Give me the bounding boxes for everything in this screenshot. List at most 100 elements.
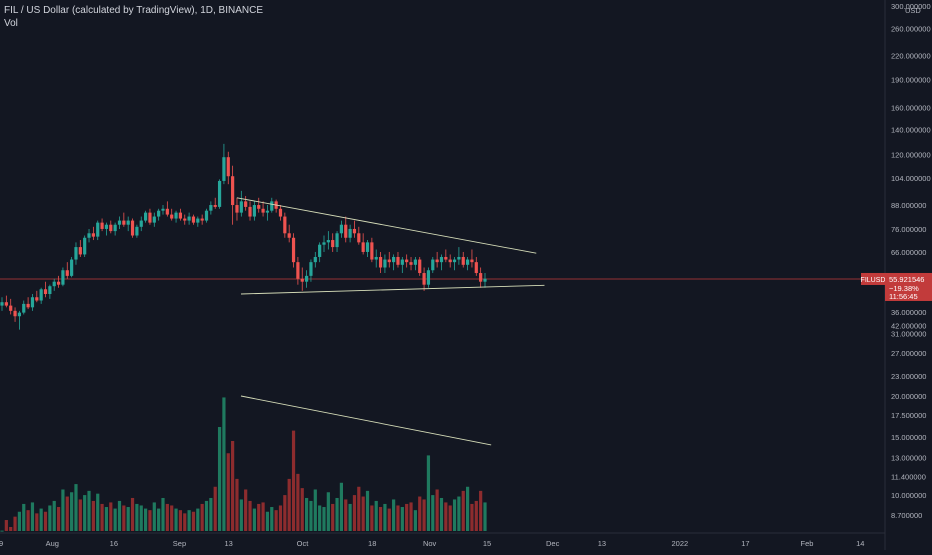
volume-bar <box>183 513 187 531</box>
candle-body <box>117 220 122 225</box>
candle <box>17 310 22 330</box>
candle <box>244 196 248 211</box>
candle-body <box>139 220 143 227</box>
candle-body <box>235 205 239 213</box>
volume-bar <box>344 499 348 531</box>
candle <box>448 254 452 268</box>
last-price-box <box>885 272 932 301</box>
candle <box>287 224 291 243</box>
time-tick-label: Feb <box>801 539 814 548</box>
candle <box>304 270 309 288</box>
candle-body <box>4 302 8 306</box>
price-tick-label: 220.000000 <box>891 52 931 61</box>
price-tick-label: 20.000000 <box>891 392 926 401</box>
candle <box>431 256 435 274</box>
candle-body <box>474 262 478 274</box>
volume-bar <box>483 502 487 531</box>
symbol-title[interactable]: FIL / US Dollar (calculated by TradingVi… <box>4 5 263 16</box>
volume-bar <box>139 505 143 531</box>
candle <box>265 205 270 221</box>
volume-bar <box>326 492 330 531</box>
volume-indicator-label[interactable]: Vol <box>4 18 18 29</box>
volume-bar <box>235 478 239 531</box>
volume-bar <box>248 500 252 531</box>
volume-bar <box>313 489 317 531</box>
candle-body <box>248 206 252 217</box>
volume-bar <box>300 488 304 531</box>
candle <box>187 212 191 225</box>
candle-body <box>326 240 330 243</box>
candle-body <box>378 256 383 268</box>
symbol-tag <box>861 272 885 285</box>
volume-bar <box>231 440 235 531</box>
volume-bar <box>9 526 13 531</box>
candle <box>48 284 52 299</box>
candle-body <box>70 259 74 276</box>
last-price-countdown: 11:56:45 <box>889 292 918 301</box>
candle-body <box>296 262 300 279</box>
candle-body <box>335 233 339 248</box>
candle <box>365 240 370 257</box>
volume-bar <box>400 507 404 531</box>
candle-body <box>152 216 156 223</box>
candle-body <box>405 259 409 263</box>
volume-bar <box>157 508 161 531</box>
candle <box>435 251 439 268</box>
volume-bar <box>39 508 43 531</box>
candle-body <box>157 210 161 217</box>
candle <box>461 251 465 268</box>
time-tick-label: Nov <box>423 539 437 548</box>
candle <box>130 218 135 238</box>
candle <box>157 208 161 221</box>
volume-bar <box>165 503 169 531</box>
time-tick-label: 14 <box>856 539 864 548</box>
candle <box>257 197 261 213</box>
candle-body <box>291 237 296 263</box>
candle <box>483 273 487 288</box>
volume-bar <box>200 503 204 531</box>
price-tick-label: 31.000000 <box>891 329 926 338</box>
candle-body <box>352 228 357 234</box>
price-tick-label: 260.000000 <box>891 24 931 33</box>
candle <box>387 251 391 268</box>
volume-bar <box>274 510 278 531</box>
candle-body <box>122 220 126 225</box>
volume-bar <box>431 495 435 531</box>
candle-body <box>400 259 404 265</box>
volume-bar <box>261 502 265 531</box>
volume-bar <box>65 496 69 531</box>
candle-body <box>161 208 165 211</box>
volume-bar <box>265 511 270 531</box>
candle-body <box>200 218 204 221</box>
candle-body <box>396 256 400 265</box>
time-tick-label: Aug <box>46 539 59 548</box>
candle <box>231 165 235 225</box>
candle <box>117 216 122 229</box>
candle-body <box>113 224 117 232</box>
candle-body <box>96 222 100 237</box>
candle-body <box>91 233 95 237</box>
candle <box>352 220 357 238</box>
volume-bar <box>426 455 431 531</box>
candle-body <box>100 222 104 229</box>
candle <box>52 278 56 291</box>
volume-bar <box>148 510 152 531</box>
price-tick-label: 11.400000 <box>891 472 926 481</box>
volume-bar <box>217 427 222 531</box>
volume-bar <box>291 430 296 531</box>
candle <box>261 201 265 217</box>
candle <box>200 214 204 225</box>
volume-bar <box>465 486 470 531</box>
candle-body <box>148 212 152 223</box>
price-tick-label: 36.000000 <box>891 308 926 317</box>
volume-bar <box>17 511 22 531</box>
price-tick-label: 42.000000 <box>891 322 926 331</box>
candle <box>370 237 374 263</box>
trendline-upper-resistance <box>236 197 537 254</box>
candle-body <box>196 218 200 223</box>
candle-body <box>435 259 439 263</box>
volume-bar <box>100 503 104 531</box>
candle <box>209 201 213 215</box>
